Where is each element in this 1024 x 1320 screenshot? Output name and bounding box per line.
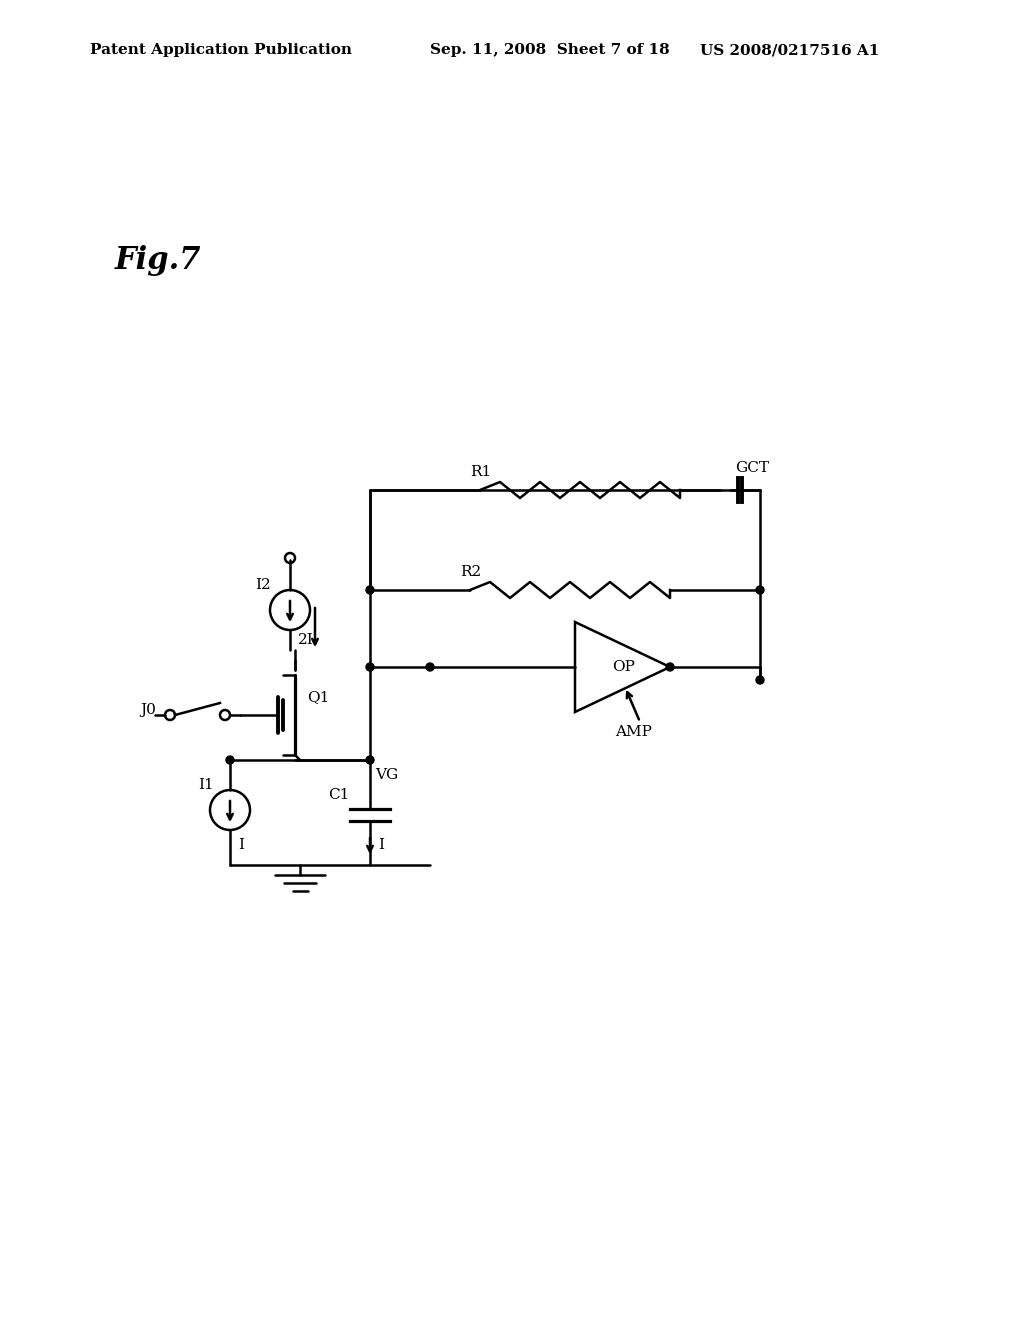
Text: I1: I1 — [198, 777, 214, 792]
Circle shape — [366, 756, 374, 764]
Text: GCT: GCT — [735, 461, 769, 475]
Text: Sep. 11, 2008  Sheet 7 of 18: Sep. 11, 2008 Sheet 7 of 18 — [430, 44, 670, 57]
Circle shape — [366, 586, 374, 594]
Text: US 2008/0217516 A1: US 2008/0217516 A1 — [700, 44, 880, 57]
Text: I2: I2 — [255, 578, 270, 591]
Circle shape — [366, 663, 374, 671]
Circle shape — [756, 676, 764, 684]
Text: VG: VG — [375, 768, 398, 781]
Text: Patent Application Publication: Patent Application Publication — [90, 44, 352, 57]
Text: 2I: 2I — [298, 634, 313, 647]
Text: Fig.7: Fig.7 — [115, 244, 202, 276]
Circle shape — [666, 663, 674, 671]
Text: R1: R1 — [470, 465, 492, 479]
Text: C1: C1 — [328, 788, 349, 803]
Text: I: I — [378, 838, 384, 851]
Circle shape — [756, 586, 764, 594]
Text: OP: OP — [612, 660, 635, 675]
Circle shape — [226, 756, 234, 764]
Text: AMP: AMP — [615, 725, 652, 739]
Text: Q1: Q1 — [307, 690, 330, 704]
Text: J0: J0 — [140, 704, 156, 717]
Text: I: I — [238, 838, 244, 851]
Text: R2: R2 — [460, 565, 481, 579]
Circle shape — [426, 663, 434, 671]
